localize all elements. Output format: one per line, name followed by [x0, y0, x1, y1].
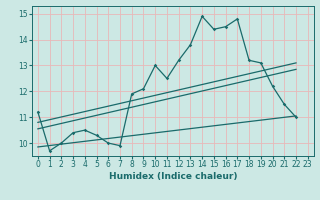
X-axis label: Humidex (Indice chaleur): Humidex (Indice chaleur) — [108, 172, 237, 181]
